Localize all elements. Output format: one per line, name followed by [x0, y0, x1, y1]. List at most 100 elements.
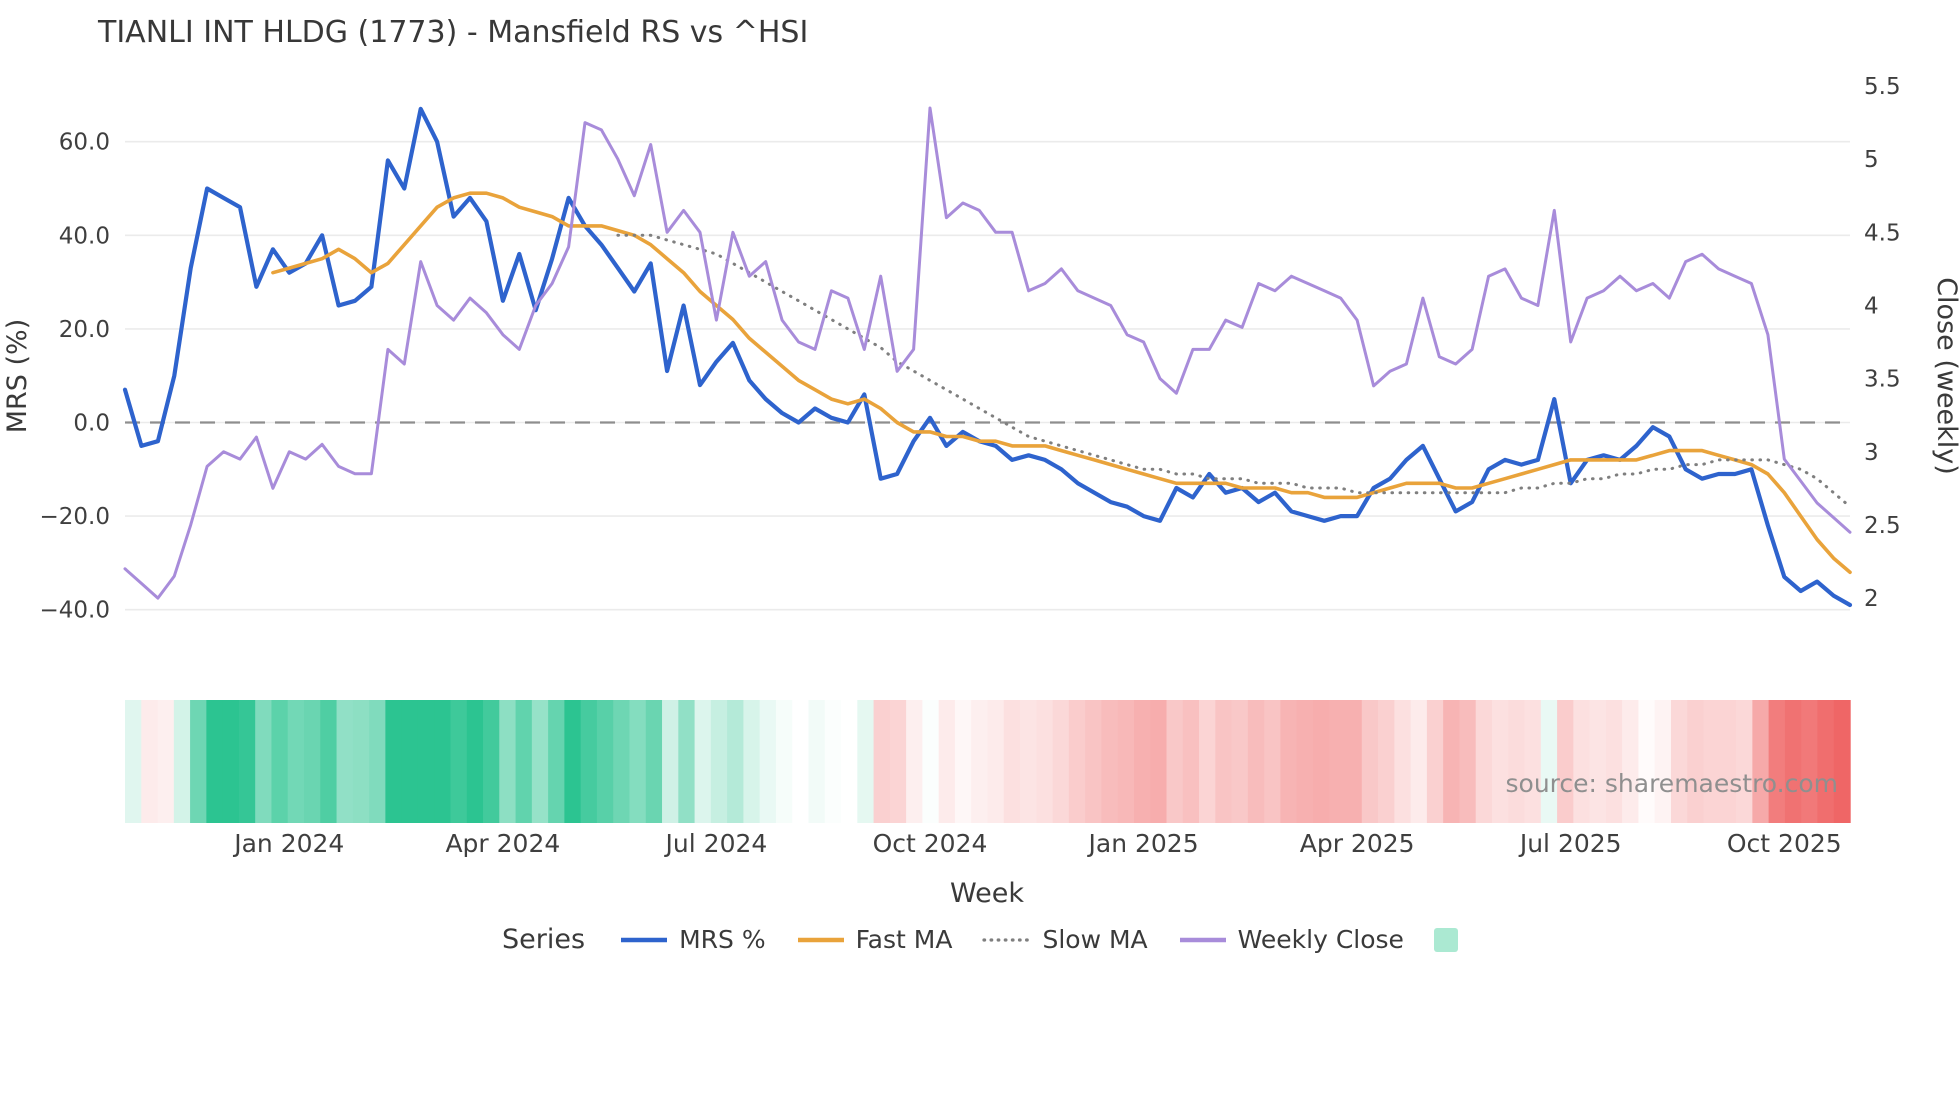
heatmap-cell	[1491, 700, 1509, 823]
heatmap-cell	[385, 700, 403, 823]
heatmap-cell	[125, 700, 142, 823]
heatmap-cell	[1540, 700, 1558, 823]
heatmap-cell	[1361, 700, 1379, 823]
heatmap-cell	[1719, 700, 1737, 823]
heatmap-cell	[1670, 700, 1688, 823]
heatmap-cell	[1182, 700, 1200, 823]
legend-line-swatch-icon	[621, 937, 668, 942]
heatmap-cell	[271, 700, 289, 823]
heatmap-cell	[450, 700, 468, 823]
chart-canvas: TIANLI INT HLDG (1773) - Mansfield RS vs…	[2, 15, 1960, 909]
heatmap-cell	[1508, 700, 1526, 823]
legend-label: MRS %	[679, 925, 766, 954]
heatmap-cell	[483, 700, 500, 823]
series-line-fast-ma	[271, 191, 1852, 575]
heatmap-cell	[922, 700, 940, 823]
heatmap-cell	[1003, 700, 1021, 823]
right-y-tick-label: 5.5	[1864, 74, 1901, 100]
series-lines	[122, 106, 1853, 608]
left-y-tick-label: −40.0	[40, 598, 110, 624]
heatmap-cell	[1752, 700, 1770, 823]
right-axis-ticks: 5.5 5 4.5 4 3.5 3 2.5 2	[1864, 74, 1901, 612]
heatmap-cell	[987, 700, 1005, 823]
series-line-slow-ma	[616, 233, 1852, 509]
legend-item-heatmap	[1433, 927, 1458, 952]
heatmap-cell	[238, 700, 256, 823]
heatmap-cell	[857, 700, 875, 823]
source-watermark: source: sharemaestro.com	[1506, 769, 1839, 798]
heatmap-cell	[1475, 700, 1493, 823]
heatmap-cell	[352, 700, 370, 823]
heatmap-cell	[1801, 700, 1819, 823]
heatmap-cell	[1573, 700, 1591, 823]
heatmap-cell	[401, 700, 419, 823]
heatmap-cell	[417, 700, 435, 823]
heatmap-cell	[1133, 700, 1151, 823]
legend-label: Slow MA	[1042, 925, 1148, 954]
heatmap-cell	[971, 700, 989, 823]
heatmap-cell	[206, 700, 224, 823]
right-y-tick-label: 5	[1864, 147, 1879, 173]
heatmap-cell	[1052, 700, 1070, 823]
x-tick-label: Jan 2025	[1087, 829, 1199, 858]
heatmap-cell	[1215, 700, 1233, 823]
right-y-tick-label: 2.5	[1864, 513, 1901, 539]
heatmap-cell	[662, 700, 679, 823]
heatmap-cell	[515, 700, 533, 823]
heatmap-cell	[548, 700, 566, 823]
left-axis-ticks: 60.0 40.0 20.0 0.0 −20.0 −40.0	[40, 130, 110, 624]
heatmap-cell	[287, 700, 305, 823]
x-tick-label: Oct 2024	[873, 829, 988, 858]
left-y-tick-label: −20.0	[40, 504, 110, 530]
heatmap-cell	[1638, 700, 1656, 823]
left-y-tick-label: 60.0	[59, 130, 110, 156]
heatmap-cell	[304, 700, 321, 823]
right-axis-title: Close (weekly)	[1931, 277, 1960, 475]
heatmap-cell	[954, 700, 972, 823]
legend-label: Weekly Close	[1237, 925, 1404, 954]
legend-line-swatch-icon	[982, 937, 1033, 942]
heatmap-cell	[1312, 700, 1330, 823]
heatmap-cell	[1345, 700, 1363, 823]
heatmap-cell	[336, 700, 354, 823]
x-tick-label: Apr 2024	[445, 829, 560, 858]
heatmap-cell	[255, 700, 273, 823]
heatmap-cell	[1605, 700, 1623, 823]
heatmap-cell	[808, 700, 826, 823]
heatmap-cell	[1524, 700, 1542, 823]
x-axis-ticks: Jan 2024 Apr 2024 Jul 2024 Oct 2024 Jan 2025…	[232, 829, 1841, 858]
heatmap-cell	[824, 700, 842, 823]
heatmap-cell	[1459, 700, 1477, 823]
heatmap-cell	[792, 700, 810, 823]
heatmap-cell	[1085, 700, 1103, 823]
legend-item-fast-ma: Fast MA	[796, 925, 952, 954]
heatmap-cell	[1703, 700, 1721, 823]
heatmap-cell	[889, 700, 907, 823]
heatmap-cell	[596, 700, 614, 823]
x-tick-label: Oct 2025	[1727, 829, 1842, 858]
heatmap-cell	[1264, 700, 1282, 823]
heatmap-cell	[775, 700, 793, 823]
heatmap-cell	[531, 700, 549, 823]
heatmap-cell	[369, 700, 387, 823]
heatmap-cell	[190, 700, 208, 823]
x-tick-label: Jul 2025	[1518, 829, 1622, 858]
heatmap-cell	[1329, 700, 1347, 823]
mrs-heatmap-strip	[125, 700, 1851, 823]
heatmap-legend-swatch-icon	[1433, 927, 1458, 952]
heatmap-cell	[1296, 700, 1314, 823]
left-y-tick-label: 20.0	[59, 317, 110, 343]
legend-line-swatch-icon	[797, 937, 844, 942]
heatmap-cell	[434, 700, 452, 823]
heatmap-cell	[1817, 700, 1835, 823]
heatmap-cell	[466, 700, 484, 823]
heatmap-cell	[320, 700, 338, 823]
heatmap-cell	[1036, 700, 1054, 823]
heatmap-cell	[694, 700, 712, 823]
heatmap-cell	[1443, 700, 1461, 823]
heatmap-cell	[906, 700, 924, 823]
heatmap-cell	[1589, 700, 1607, 823]
heatmap-cell	[1833, 700, 1851, 823]
left-axis-title: MRS (%)	[2, 319, 33, 434]
